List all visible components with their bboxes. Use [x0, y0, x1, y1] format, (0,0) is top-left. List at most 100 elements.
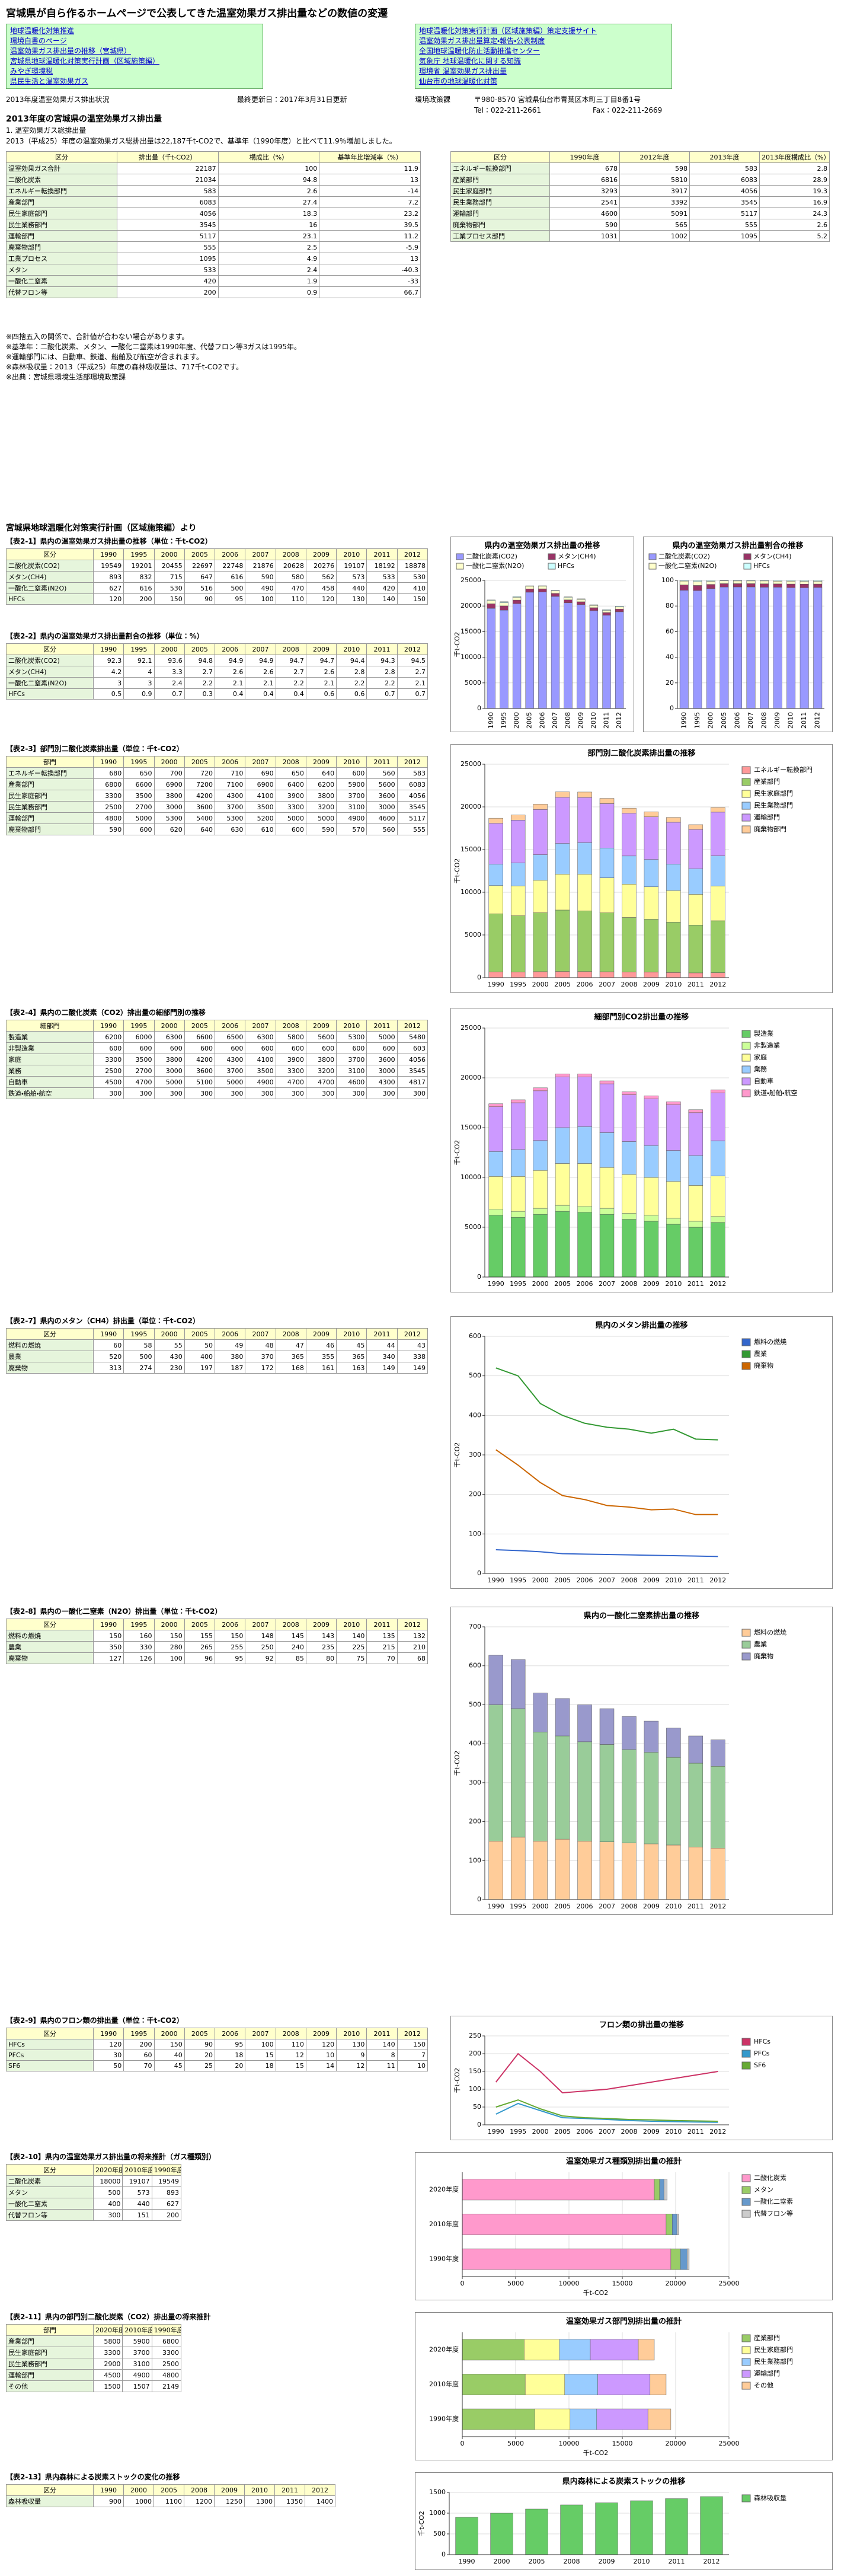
bar-segment	[666, 817, 681, 823]
bar-segment	[644, 1215, 659, 1222]
bar-segment	[773, 581, 782, 585]
link[interactable]: 仙台市の地球温暖化対策	[419, 77, 498, 85]
table-header-cell: 構成比（%）	[218, 151, 320, 163]
link[interactable]: 地球温暖化対策推進	[10, 27, 75, 35]
link[interactable]: みやぎ環境税	[10, 67, 53, 75]
table-header-cell: 2000	[154, 1619, 185, 1630]
table-cell: 5480	[396, 1031, 429, 1043]
row-label: 一酸化二窒素	[6, 2198, 94, 2210]
bar-segment	[555, 874, 570, 911]
y-tick-label: 15000	[461, 627, 481, 635]
table-cell: 3700	[336, 1054, 367, 1065]
table-cell: -33	[319, 275, 421, 287]
table-cell: 3300	[275, 801, 306, 813]
table-cell: 22748	[215, 560, 246, 572]
bar-segment	[644, 972, 659, 978]
table-header-cell: 2009	[305, 548, 337, 560]
bar-segment	[670, 2248, 681, 2270]
table-cell: 4600	[366, 812, 398, 824]
link[interactable]: 気象庁 地球温暖化に関する知識	[419, 57, 521, 65]
x-tick-label: 1995	[510, 1576, 526, 1584]
bar-segment	[800, 580, 809, 582]
row-label: 廃棄物部門	[6, 823, 94, 835]
link[interactable]: 全国地球温暖化防止活動推進センター	[419, 47, 541, 55]
table-cell: 12	[336, 2060, 367, 2071]
table-cell: 365	[275, 1351, 306, 1362]
table-cell: 150	[154, 2039, 185, 2050]
table-cell: 3100	[336, 801, 367, 813]
table-cell: 700	[154, 767, 185, 779]
link[interactable]: 宮城県地球温暖化対策実行計画（区域施策編）	[10, 57, 160, 65]
legend-label: 燃料の燃焼	[754, 1628, 786, 1636]
table-row: 製造業 6200 6000 6300 6600 6500 6300 5800 5600 5300 5…	[6, 1031, 429, 1043]
table-row: 産業部門 6816 5810 6083 28.9	[450, 174, 830, 186]
section-heading: 宮城県地球温暖化対策実行計画（区域施策編）より	[6, 524, 197, 533]
table-title: 【表2-7】県内のメタン（CH4）排出量（単位：千t-CO2）	[6, 1317, 200, 1325]
row-label: 運輸部門	[6, 812, 94, 824]
y-tick-label: 0	[477, 973, 481, 981]
table-header-cell: 1995	[123, 643, 155, 655]
line	[495, 1367, 718, 1441]
table-cell: 6000	[123, 1031, 155, 1043]
table-cell: 647	[184, 571, 216, 583]
table-cell: 40	[154, 2050, 185, 2061]
table-cell: 6400	[275, 778, 306, 790]
legend-swatch	[741, 2358, 751, 2366]
link[interactable]: 地球温暖化対策実行計画（区域施策編）策定支援サイト	[419, 27, 597, 35]
table-header-cell: 区分	[6, 548, 94, 560]
bar-segment	[488, 885, 503, 914]
table-cell: 4700	[275, 1076, 306, 1088]
table-cell: 265	[184, 1641, 216, 1653]
chart-title: 県内森林による炭素ストックの推移	[562, 2477, 686, 2486]
bar-segment	[733, 580, 742, 582]
table-row: 運輸部門 5117 23.1 11.2	[6, 230, 421, 242]
link[interactable]: 環境省 温室効果ガス排出量	[419, 67, 507, 75]
link[interactable]: 環境白書のページ	[10, 37, 67, 45]
table-header-cell: 2011	[366, 1328, 398, 1340]
data-table: 区分 1990 1995 2000 2005 2006 2007 2008 2009 2010 20…	[6, 2028, 429, 2071]
data-table: 部門 2020年度 2010年度 1990年度 産業部門 5800 5900 6800 民生家庭…	[6, 2324, 182, 2392]
bar-segment	[746, 580, 756, 584]
table-header-row: 部門 2020年度 2010年度 1990年度	[6, 2324, 182, 2336]
link[interactable]: 温室効果ガス排出量の推移（宮城県）	[10, 47, 132, 55]
table-cell: 1031	[549, 230, 620, 242]
table-header-cell: 2005	[184, 643, 216, 655]
table-cell: 2.1	[396, 677, 429, 689]
table-header-cell: 2006	[215, 1020, 246, 1032]
x-tick-label: 2005	[526, 712, 533, 729]
table-header-cell: 区分	[6, 151, 117, 163]
table-header-cell: 1995	[123, 1328, 155, 1340]
x-tick-label: 5000	[507, 2280, 524, 2287]
table-cell: 600	[215, 1042, 246, 1054]
table-cell: 3545	[117, 219, 219, 231]
link[interactable]: 温室効果ガス排出量算定・報告・公表制度	[419, 37, 545, 45]
bar-segment	[666, 1150, 681, 1182]
row-label: メタン(CH4)	[6, 571, 94, 583]
row-label: PFCs	[6, 2050, 94, 2061]
bar-segment	[733, 580, 742, 584]
y-axis-label: 千t-CO2	[453, 632, 461, 657]
table-cell: 3300	[92, 2347, 123, 2358]
bar-segment	[559, 2339, 591, 2361]
table-header-cell: 1990	[92, 1020, 124, 1032]
table-cell: 14	[305, 2060, 337, 2071]
table-header-cell: 2008	[184, 2484, 215, 2496]
link[interactable]: 県民生活と温室効果ガス	[10, 77, 89, 85]
row-label: 一酸化二窒素	[6, 275, 117, 287]
table-cell: 3600	[366, 1054, 398, 1065]
legend-label: 鉄道・船舶・航空	[754, 1089, 797, 1097]
table-cell: 163	[336, 1362, 367, 1374]
table-cell: 24.3	[759, 208, 830, 219]
table-cell: 678	[549, 162, 620, 174]
x-tick-label: 1995	[510, 981, 526, 988]
table-header-cell: 2007	[245, 1020, 276, 1032]
table-row: 民生業務部門 2900 3100 2500	[6, 2358, 182, 2370]
bar-segment	[700, 2496, 723, 2555]
table-title: 【表2-10】県内の温室効果ガス排出量の将来推計（ガス種類別）	[6, 2153, 216, 2161]
y-tick-label: 0	[477, 704, 481, 712]
table-cell: 0.7	[154, 688, 185, 700]
table-cell: 100	[154, 1652, 185, 1664]
x-tick-label: 10000	[559, 2440, 580, 2447]
legend-label: 民生業務部門	[754, 2357, 793, 2366]
